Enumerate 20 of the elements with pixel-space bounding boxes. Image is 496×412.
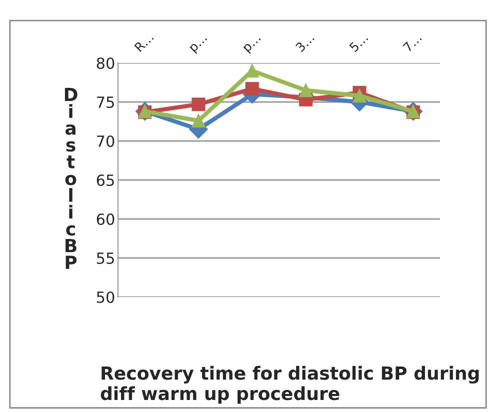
x-tick-label: 7…	[402, 32, 422, 52]
text: DiastolicBP	[64, 88, 78, 269]
y-tick-label: 65	[96, 174, 114, 186]
x-tick-label: p…	[243, 34, 263, 54]
x-tick-label: 3…	[295, 32, 315, 52]
point	[245, 82, 259, 96]
x-tick-label: R…	[134, 32, 154, 52]
point	[352, 88, 366, 103]
y-tick-label: 80	[96, 57, 114, 70]
point	[192, 114, 206, 128]
x-tick-label: 5…	[348, 32, 368, 52]
y-tick-label: 50	[96, 291, 114, 304]
point	[192, 98, 206, 112]
y-tick-label: 70	[97, 135, 114, 148]
y-tick-label: 75	[97, 96, 114, 108]
y-tick-label: 55	[96, 252, 114, 264]
x-tick-label: p…	[190, 34, 209, 54]
point	[299, 84, 313, 98]
x-axis-title: Recovery time for diastolic BP during diff warm up procedure	[100, 366, 479, 404]
y-tick-label: 60	[96, 213, 114, 226]
